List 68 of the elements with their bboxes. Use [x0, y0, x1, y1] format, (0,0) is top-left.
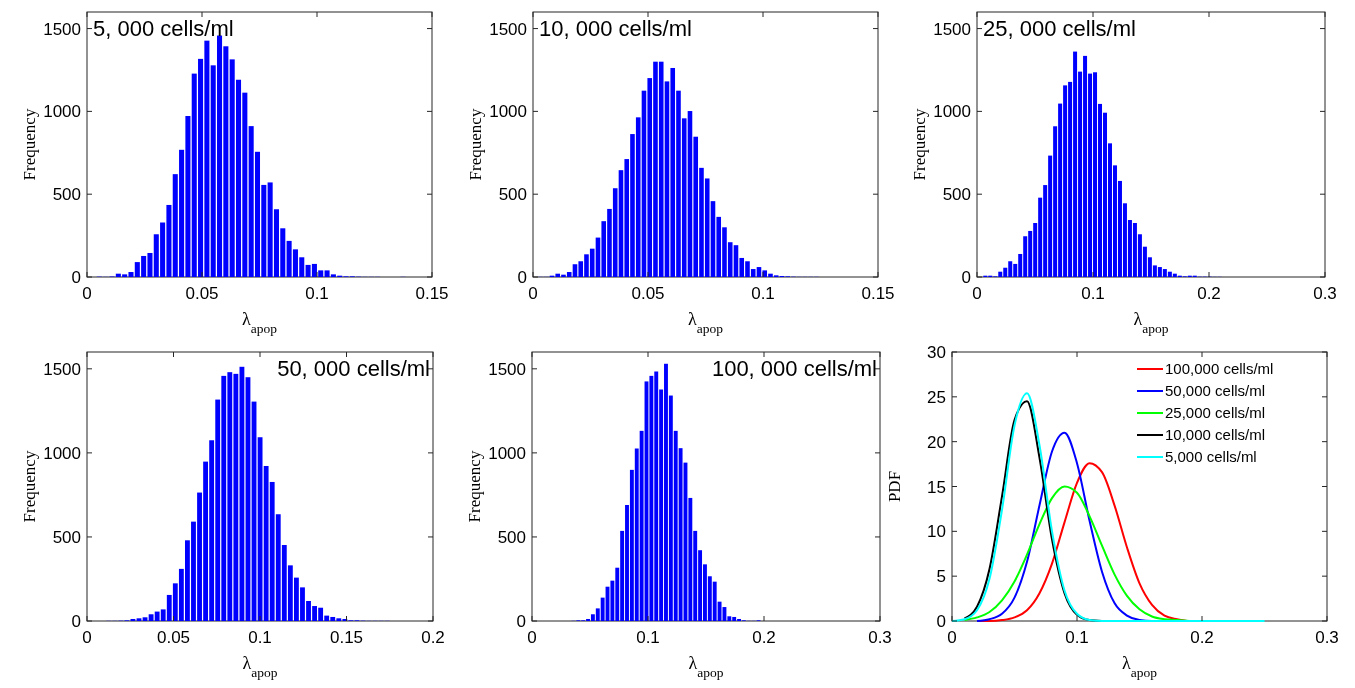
y-axis-title: PDF: [885, 470, 904, 503]
y-tick-label: 500: [942, 185, 971, 205]
y-tick-label: 0: [517, 268, 527, 287]
x-tick-label: 0.15: [861, 284, 895, 303]
x-tick-label: 0.2: [1197, 284, 1221, 303]
y-tick-label: 1500: [933, 19, 971, 39]
y-axis-title: Frequency: [20, 108, 39, 181]
x-axis-title: λ$_{apop}$: [242, 653, 278, 680]
y-tick-label: 30: [927, 343, 946, 362]
x-tick-label: 0.3: [868, 628, 892, 647]
y-axis-title: Frequency: [465, 450, 484, 523]
x-tick-label: 0.1: [636, 628, 660, 647]
x-tick-label: 0.15: [329, 628, 364, 647]
x-tick-label: 0.1: [1081, 284, 1105, 303]
annotation: 50, 000 cells/ml: [277, 356, 430, 381]
legend-label: 50,000 cells/ml: [1165, 382, 1266, 399]
x-axis-title: λ$_{apop}$: [1122, 653, 1158, 680]
y-tick-label: 500: [498, 185, 527, 205]
y-tick-label: 5: [936, 567, 946, 587]
y-tick-label: 1000: [43, 443, 81, 463]
legend-label: 5,000 cells/ml: [1165, 448, 1257, 465]
x-tick-label: 0.1: [248, 628, 272, 647]
y-tick-label: 1000: [488, 443, 526, 463]
legend-label: 25,000 cells/ml: [1165, 404, 1266, 421]
x-tick-label: 0.1: [1065, 628, 1089, 647]
x-tick-label: 0.2: [752, 628, 776, 647]
x-tick-label: 0.3: [1313, 284, 1337, 303]
annotation: 100, 000 cells/ml: [711, 356, 877, 381]
y-tick-label: 1000: [43, 102, 81, 122]
annotation: 5, 000 cells/ml: [93, 16, 234, 41]
x-tick-label: 0.1: [751, 284, 775, 303]
y-tick-label: 1500: [488, 359, 526, 379]
y-tick-label: 25: [927, 387, 946, 407]
y-tick-label: 1500: [43, 19, 81, 39]
x-axis-title: λ$_{apop}$: [242, 309, 278, 336]
y-tick-label: 0: [961, 268, 971, 287]
y-tick-label: 20: [927, 432, 946, 452]
x-tick-label: 0.3: [1315, 628, 1339, 647]
legend-label: 10,000 cells/ml: [1165, 426, 1266, 443]
y-tick-label: 500: [52, 185, 81, 205]
y-tick-label: 1500: [43, 359, 81, 379]
y-axis-title: Frequency: [466, 108, 485, 181]
x-tick-label: 0.15: [415, 284, 449, 303]
x-axis-title: λ$_{apop}$: [1133, 309, 1169, 336]
y-tick-label: 500: [52, 527, 81, 547]
y-tick-label: 0: [71, 268, 81, 287]
annotation: 25, 000 cells/ml: [983, 16, 1136, 41]
x-axis-title: λ$_{apop}$: [688, 309, 724, 336]
x-tick-label: 0.05: [185, 284, 219, 303]
x-axis-title: λ$_{apop}$: [688, 653, 724, 680]
y-tick-label: 0: [71, 612, 81, 631]
y-tick-label: 500: [497, 527, 526, 547]
annotation: 10, 000 cells/ml: [539, 16, 692, 41]
y-axis-title: Frequency: [910, 108, 929, 181]
x-tick-label: 0.05: [156, 628, 191, 647]
y-tick-label: 15: [927, 477, 946, 497]
y-tick-label: 0: [516, 612, 526, 631]
y-axis-title: Frequency: [20, 450, 39, 523]
y-tick-label: 1000: [489, 102, 527, 122]
y-tick-label: 1000: [933, 102, 971, 122]
y-tick-label: 10: [927, 522, 946, 542]
y-tick-label: 1500: [489, 19, 527, 39]
x-tick-label: 0.2: [421, 628, 445, 647]
x-tick-label: 0.2: [1190, 628, 1214, 647]
x-tick-label: 0.05: [631, 284, 665, 303]
x-tick-label: 0.1: [305, 284, 329, 303]
legend-label: 100,000 cells/ml: [1165, 360, 1274, 377]
y-tick-label: 0: [936, 612, 946, 631]
